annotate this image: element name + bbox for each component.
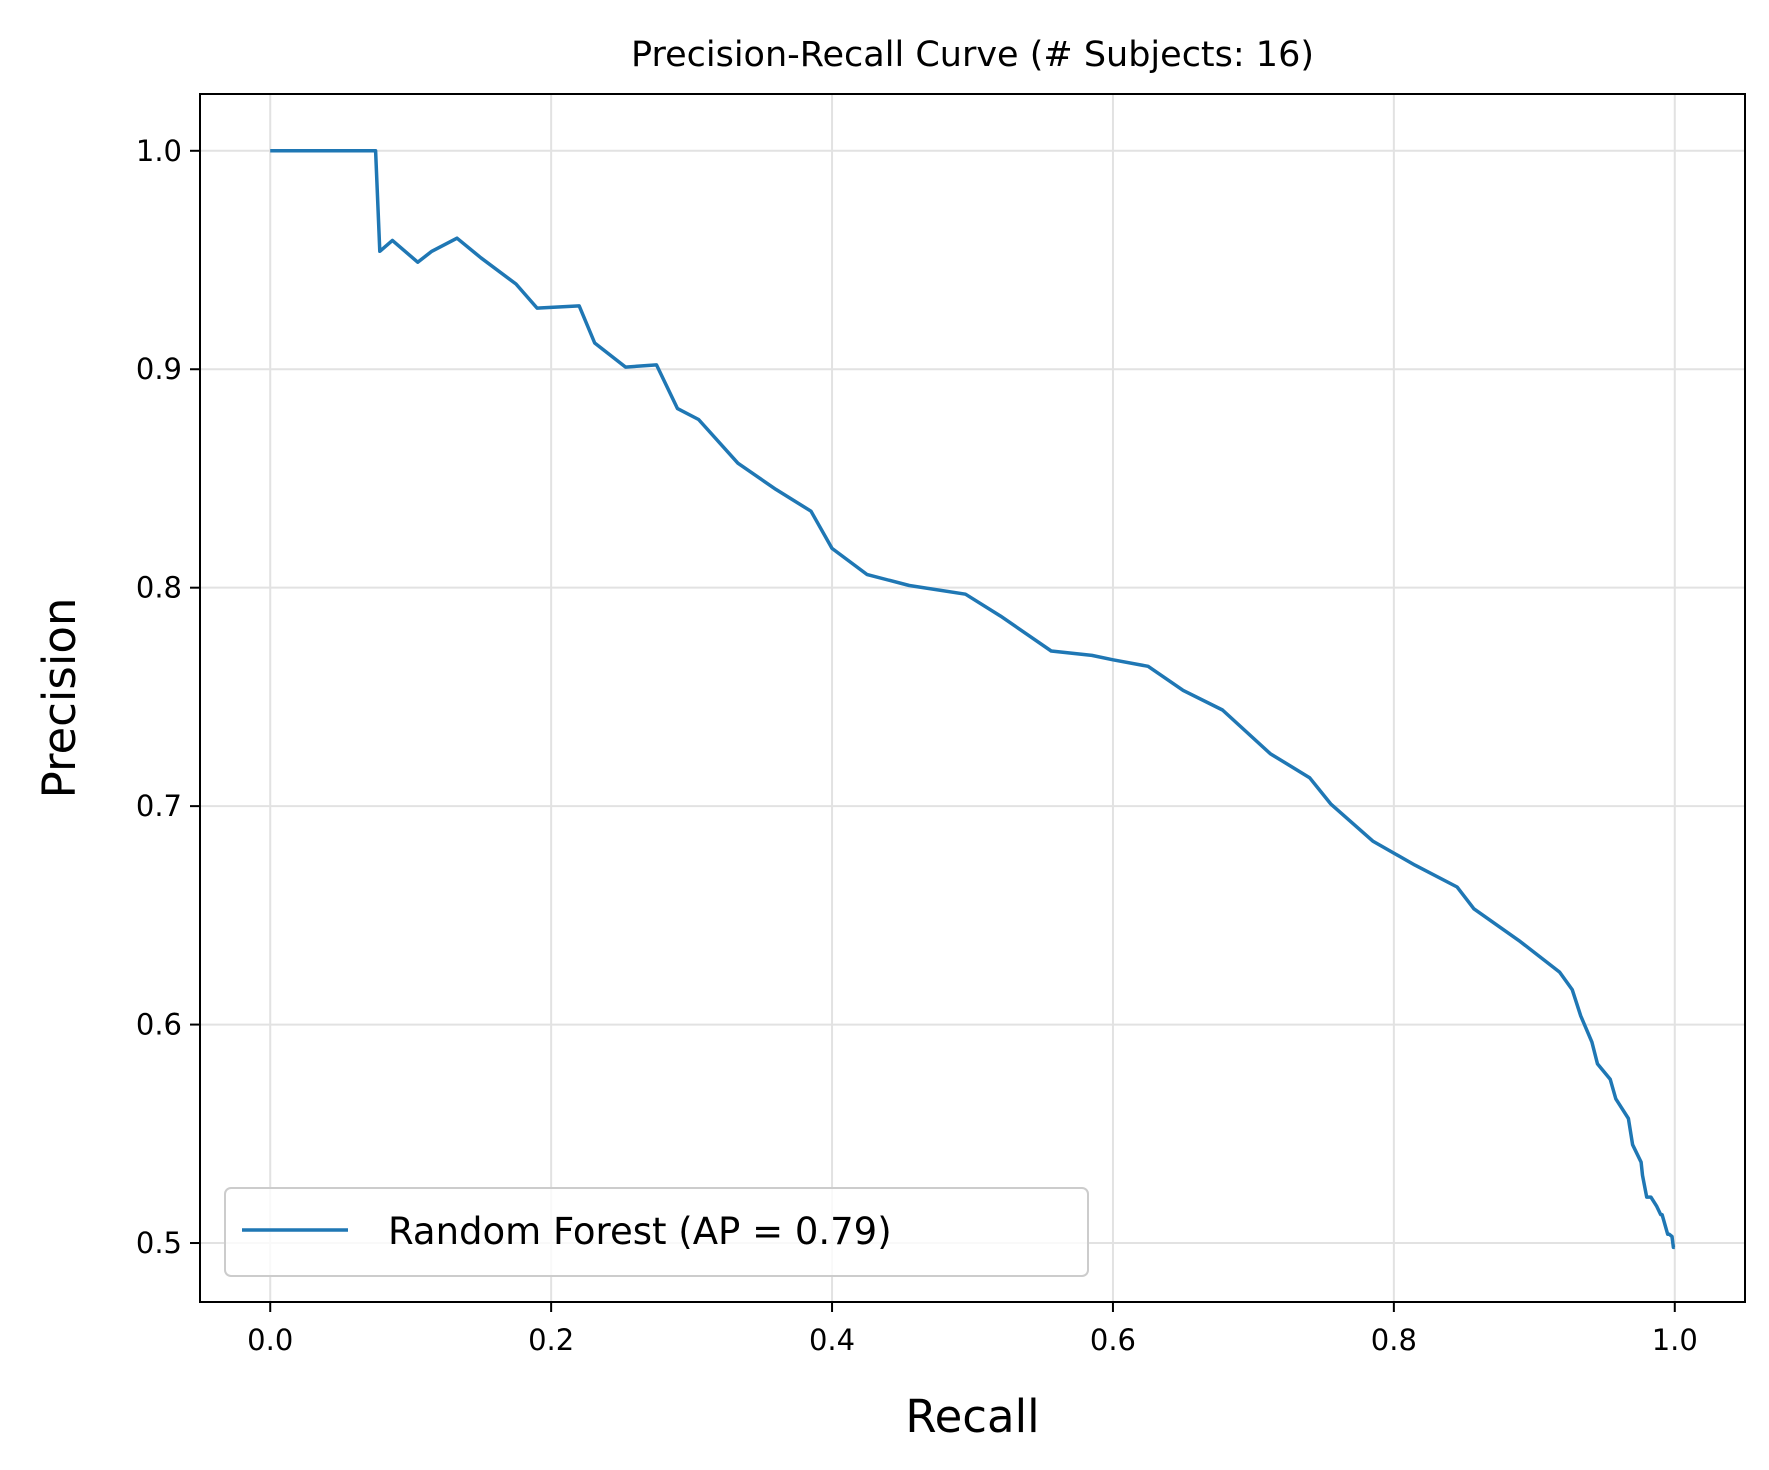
x-tick-label: 1.0 [1652,1323,1698,1357]
plot-frame [199,93,1746,1303]
x-axis-label: Recall [905,1390,1039,1443]
y-tick-label: 0.6 [136,1008,182,1042]
y-tick-label: 1.0 [136,134,182,168]
series-layer [270,149,1676,1250]
x-tick-label: 0.6 [1090,1323,1136,1357]
series-line [270,149,1676,1250]
x-tick-label: 0.4 [809,1323,855,1357]
y-tick-label: 0.9 [136,352,182,386]
y-axis-label: Precision [33,598,86,799]
legend-label: Random Forest (AP = 0.79) [388,1210,892,1253]
ticks: 0.0 0.2 0.4 0.6 0.8 1.0 0.5 0.6 0.7 0.8 0.9 1.0 [136,134,1698,1357]
y-tick-label: 0.5 [136,1226,182,1260]
y-tick-label: 0.8 [136,571,182,605]
legend: Random Forest (AP = 0.79) [224,1187,1089,1277]
y-tick-label: 0.7 [136,789,182,823]
x-tick-label: 0.8 [1371,1323,1417,1357]
legend-box [224,1187,1089,1277]
x-tick-label: 0.0 [247,1323,293,1357]
grid [200,94,1745,1302]
x-tick-label: 0.2 [528,1323,574,1357]
chart-title: Precision-Recall Curve (# Subjects: 16) [631,35,1314,75]
